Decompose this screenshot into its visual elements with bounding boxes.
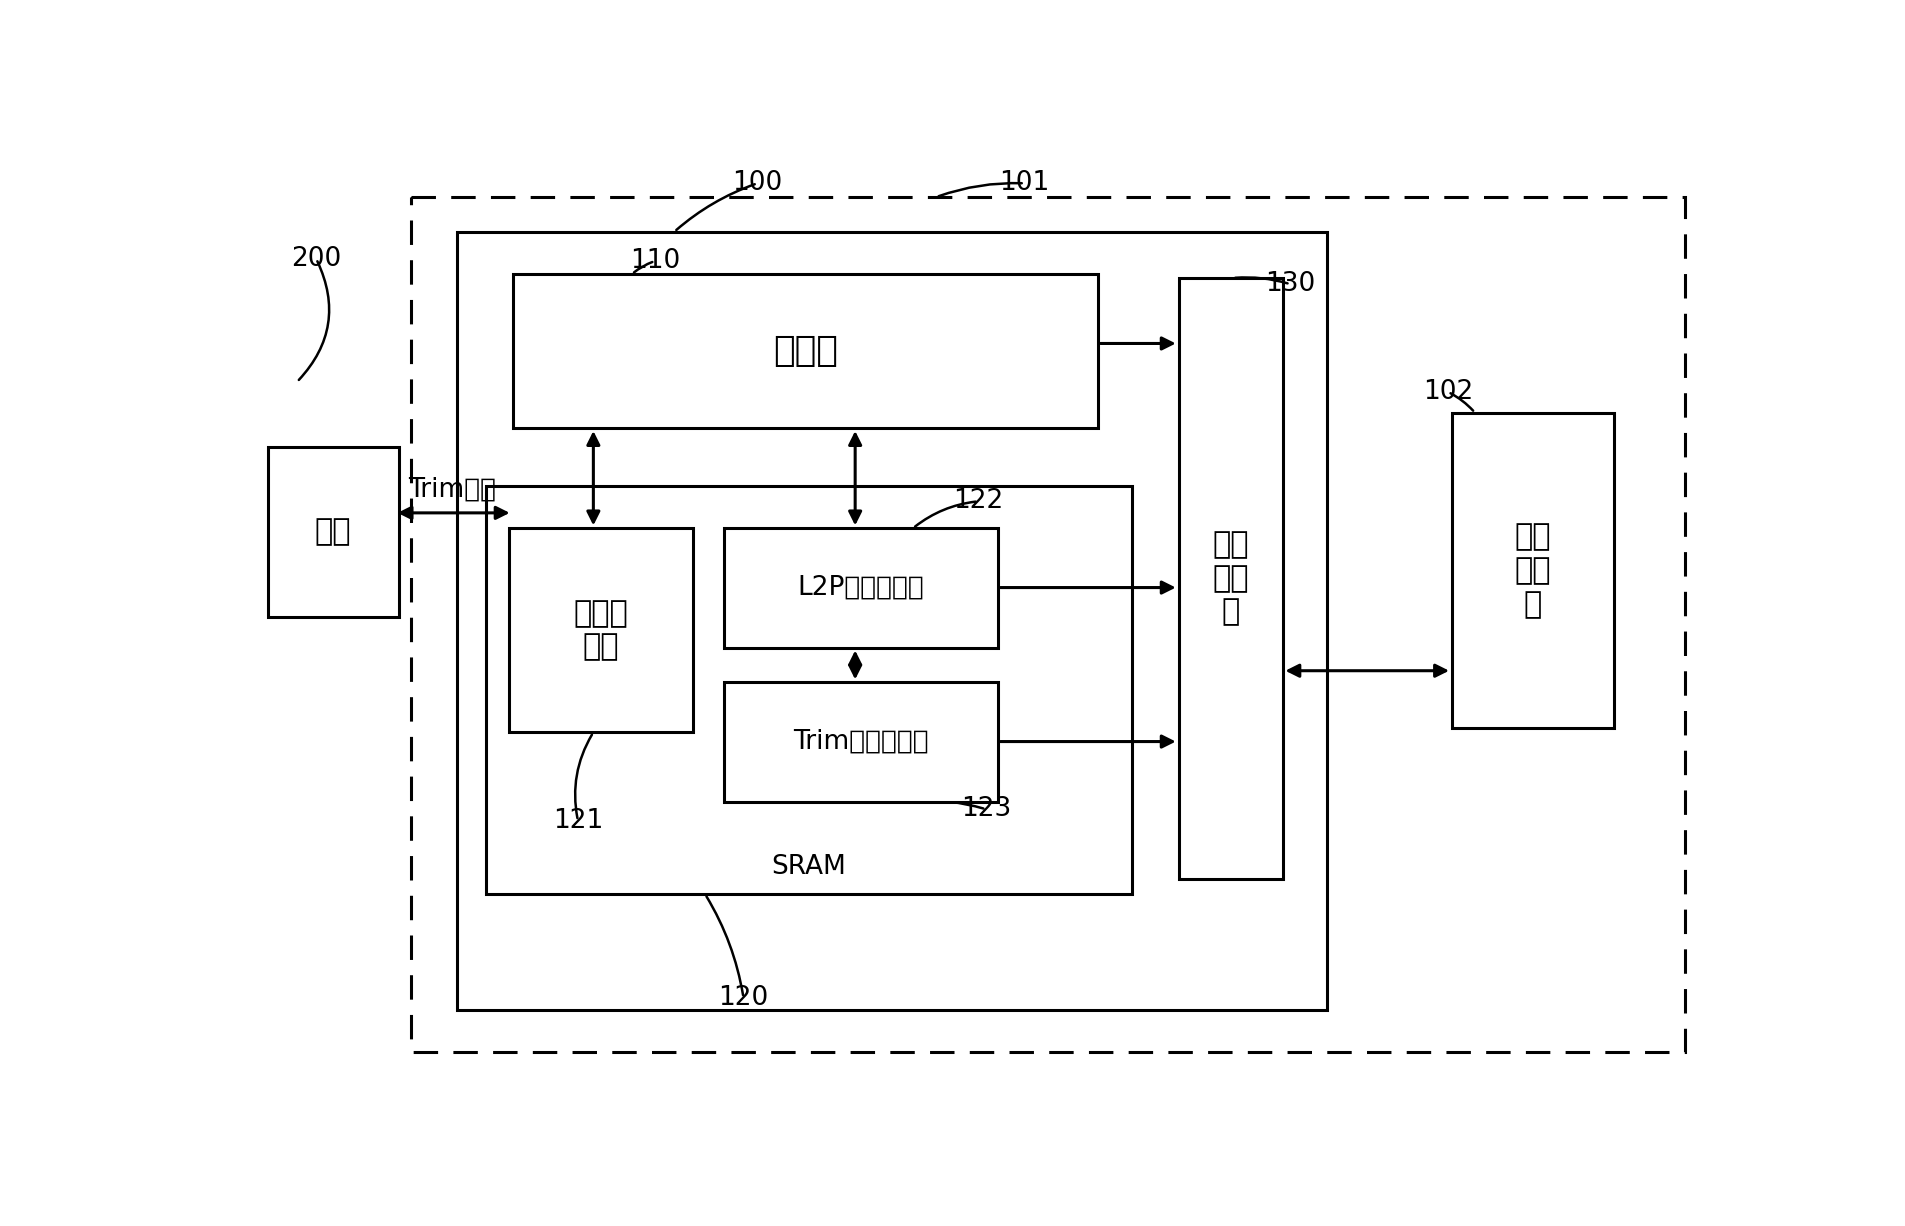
FancyBboxPatch shape	[411, 197, 1684, 1052]
Text: 122: 122	[952, 488, 1002, 515]
Text: 121: 121	[552, 808, 602, 834]
FancyBboxPatch shape	[512, 275, 1097, 428]
Text: 120: 120	[718, 984, 768, 1011]
Text: 数据缓
冲区: 数据缓 冲区	[573, 600, 629, 662]
Text: 100: 100	[732, 170, 783, 196]
Text: 110: 110	[629, 248, 680, 275]
FancyBboxPatch shape	[724, 528, 996, 647]
Text: SRAM: SRAM	[772, 855, 846, 880]
Text: 200: 200	[291, 245, 341, 272]
Text: 处理器: 处理器	[772, 335, 836, 368]
FancyBboxPatch shape	[267, 447, 398, 617]
FancyBboxPatch shape	[724, 683, 996, 802]
Text: Trim命令: Trim命令	[408, 477, 495, 503]
FancyBboxPatch shape	[486, 485, 1132, 894]
Text: 102: 102	[1423, 379, 1473, 405]
Text: 主机: 主机	[314, 517, 351, 547]
FancyBboxPatch shape	[1452, 413, 1614, 728]
Text: Trim映射表单元: Trim映射表单元	[792, 729, 928, 755]
Text: 123: 123	[960, 797, 1012, 823]
FancyBboxPatch shape	[1177, 278, 1282, 879]
Text: L2P映射表单元: L2P映射表单元	[796, 575, 924, 601]
Text: 闪存
控制
器: 闪存 控制 器	[1212, 530, 1248, 626]
Text: 130: 130	[1265, 271, 1314, 297]
Text: 闪存
存储
器: 闪存 存储 器	[1514, 522, 1551, 619]
FancyBboxPatch shape	[509, 528, 693, 732]
Text: 101: 101	[998, 170, 1050, 196]
FancyBboxPatch shape	[457, 232, 1326, 1009]
